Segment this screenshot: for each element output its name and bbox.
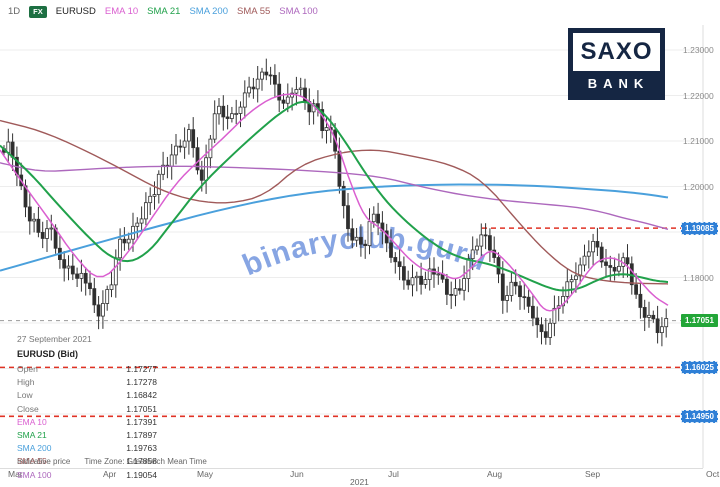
info-row-label: EMA 10 (17, 416, 47, 427)
info-row-value: 1.17277 (126, 364, 157, 374)
month-label-jul: Jul (388, 469, 399, 479)
year-label: 2021 (350, 477, 369, 487)
time-axis[interactable]: Mar Apr May Jun Jul Aug Sep Oct (0, 469, 720, 479)
info-row-value: 1.17391 (126, 416, 157, 427)
info-date: 27 September 2021 (17, 334, 92, 344)
info-row-open: Open 1.17277 (17, 363, 157, 376)
saxo-bank-logo: SAXO BANK (568, 28, 665, 100)
info-row-close: Close 1.17051 (17, 403, 157, 416)
info-row-value: 1.16842 (126, 390, 157, 401)
price-alert-label[interactable]: 1.19085 (681, 221, 718, 235)
info-row-value: 1.17858 (126, 456, 157, 467)
interval-selector[interactable]: 1D (8, 6, 21, 18)
y-axis-label: 1.23000 (683, 45, 714, 55)
ma-line-sma-21[interactable] (0, 100, 669, 292)
symbol-label[interactable]: EURUSD (55, 6, 96, 18)
ma-line-sma-55[interactable] (0, 119, 669, 285)
info-row-value: 1.17278 (126, 377, 157, 388)
legend-item-sma-55[interactable]: SMA 55 (237, 6, 271, 18)
ma-line-ema-10[interactable] (0, 93, 669, 312)
candles (2, 58, 669, 347)
info-row-value: 1.19054 (126, 469, 157, 480)
legend-item-sma-21[interactable]: SMA 21 (147, 6, 181, 18)
indicative-price-note: Indicative price (17, 457, 71, 466)
fx-asset-badge-icon: FX (29, 6, 47, 18)
indicator-legend: EMA 10 SMA 21 SMA 200 SMA 55 SMA 100 (105, 6, 318, 17)
month-label-may: May (197, 469, 214, 479)
logo-text-bank: BANK (573, 71, 660, 95)
month-label-mar: Mar (8, 469, 23, 479)
legend-item-sma-100[interactable]: SMA 100 (279, 6, 318, 18)
info-row-label: High (17, 377, 35, 388)
month-label-aug: Aug (487, 469, 503, 479)
month-label-apr: Apr (103, 469, 117, 479)
y-axis-label: 1.18000 (683, 272, 714, 283)
price-axis[interactable]: 1.23000 1.22000 1.21000 1.20000 1.18000 1.190… (680, 0, 720, 455)
logo-text-saxo: SAXO (580, 38, 653, 65)
info-row-label: SMA 55 (17, 456, 47, 467)
month-label-jun: Jun (290, 469, 304, 479)
info-row-label: Open (17, 364, 38, 374)
legend-item-sma-200[interactable]: SMA 200 (189, 6, 228, 18)
legend-item-ema-10[interactable]: EMA 10 (104, 6, 139, 18)
info-row-value: 1.17051 (126, 403, 157, 414)
chart-toolbar: 1D FX EURUSD EMA 10 SMA 21 SMA 200 SMA 55 SM… (8, 6, 318, 18)
info-row-ema-10: EMA 10 1.17391 (17, 416, 157, 429)
info-symbol-title: EURUSD (Bid) (17, 349, 78, 359)
info-row-sma-100: SMA 100 1.19054 (17, 469, 157, 482)
footer-note: Indicative price Time Zone: Greenwich Me… (17, 457, 207, 466)
info-row-low: Low 1.16842 (17, 389, 157, 402)
info-row-value: 1.19763 (126, 443, 157, 454)
info-row-value: 1.17897 (126, 430, 157, 441)
x-axis-divider (0, 468, 703, 469)
info-row-sma-21: SMA 21 1.17897 (17, 429, 157, 442)
info-row-sma-200: SMA 200 1.19763 (17, 442, 157, 455)
info-row-high: High 1.17278 (17, 376, 157, 389)
month-label-sep: Sep (585, 469, 601, 479)
info-row-label: Low (17, 390, 33, 401)
info-row-sma-55: SMA 55 1.17858 (17, 455, 157, 468)
month-label-oct: Oct (706, 469, 720, 479)
info-row-label: SMA 100 (17, 469, 52, 480)
price-alert-label[interactable]: 1.16025 (681, 360, 718, 374)
ma-line-sma-100[interactable] (0, 162, 669, 230)
info-row-label: SMA 200 (17, 443, 52, 454)
ohlc-info-panel: 27 September 2021 EURUSD (Bid) Open 1.172… (17, 334, 157, 482)
y-axis-label: 1.21000 (683, 136, 714, 146)
y-axis-label: 1.20000 (683, 181, 714, 192)
price-alert-label[interactable]: 1.14950 (681, 409, 718, 423)
current-price-label[interactable]: 1.17051 (681, 314, 718, 328)
info-row-label: SMA 21 (17, 430, 47, 441)
timezone-note: Time Zone: Greenwich Mean Time (84, 457, 207, 466)
info-row-label: Close (17, 403, 39, 414)
y-axis-label: 1.22000 (683, 90, 714, 101)
